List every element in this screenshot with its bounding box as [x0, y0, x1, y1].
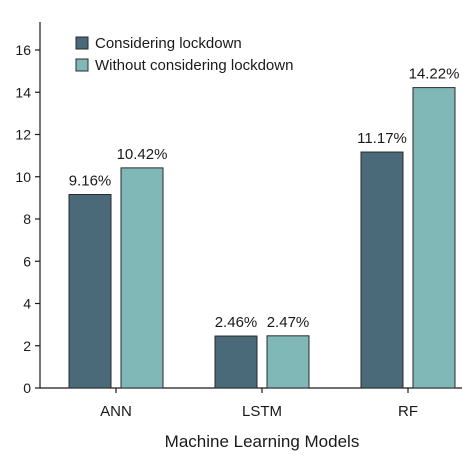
- data-label: 11.17%: [357, 130, 407, 147]
- bar-rf-series-1: [360, 151, 404, 389]
- y-tick-label: 2: [23, 338, 31, 354]
- y-axis: 0 2 4 6 8 10 12 14 16: [15, 22, 41, 396]
- data-label: 14.22%: [409, 66, 460, 83]
- legend-swatch: [75, 58, 89, 72]
- data-label: 9.16%: [69, 172, 112, 189]
- legend-label: Considering lockdown: [95, 35, 242, 52]
- y-tick-label: 14: [15, 84, 31, 100]
- bar-rf-series-2: [412, 87, 456, 389]
- y-tick-label: 0: [23, 380, 31, 396]
- x-axis-title: Machine Learning Models: [165, 432, 360, 451]
- bar-ann-series-2: [120, 167, 164, 389]
- data-labels: 9.16% 10.42% 2.46% 2.47% 11.17% 14.22%: [69, 66, 460, 331]
- x-tick-label: RF: [398, 403, 418, 420]
- data-label: 10.42%: [117, 146, 168, 163]
- legend-swatch: [75, 36, 89, 50]
- x-tick-label: LSTM: [242, 403, 282, 420]
- y-tick-label: 6: [23, 253, 31, 269]
- data-label: 2.46%: [215, 314, 258, 331]
- y-tick-label: 16: [15, 42, 31, 58]
- y-tick-label: 4: [23, 296, 31, 312]
- legend-label: Without considering lockdown: [95, 57, 293, 74]
- data-label: 2.47%: [267, 314, 310, 331]
- legend: Considering lockdown Without considering …: [75, 35, 293, 74]
- bar-lstm-series-2: [266, 335, 310, 389]
- y-tick-label: 10: [15, 169, 31, 185]
- y-tick-label: 12: [15, 127, 31, 143]
- x-tick-label: ANN: [100, 403, 132, 420]
- bar-ann-series-1: [68, 193, 112, 389]
- y-tick-label: 8: [23, 211, 31, 227]
- bar-lstm-series-1: [214, 335, 258, 389]
- bars: [68, 87, 456, 389]
- x-axis: ANN LSTM RF: [40, 387, 462, 420]
